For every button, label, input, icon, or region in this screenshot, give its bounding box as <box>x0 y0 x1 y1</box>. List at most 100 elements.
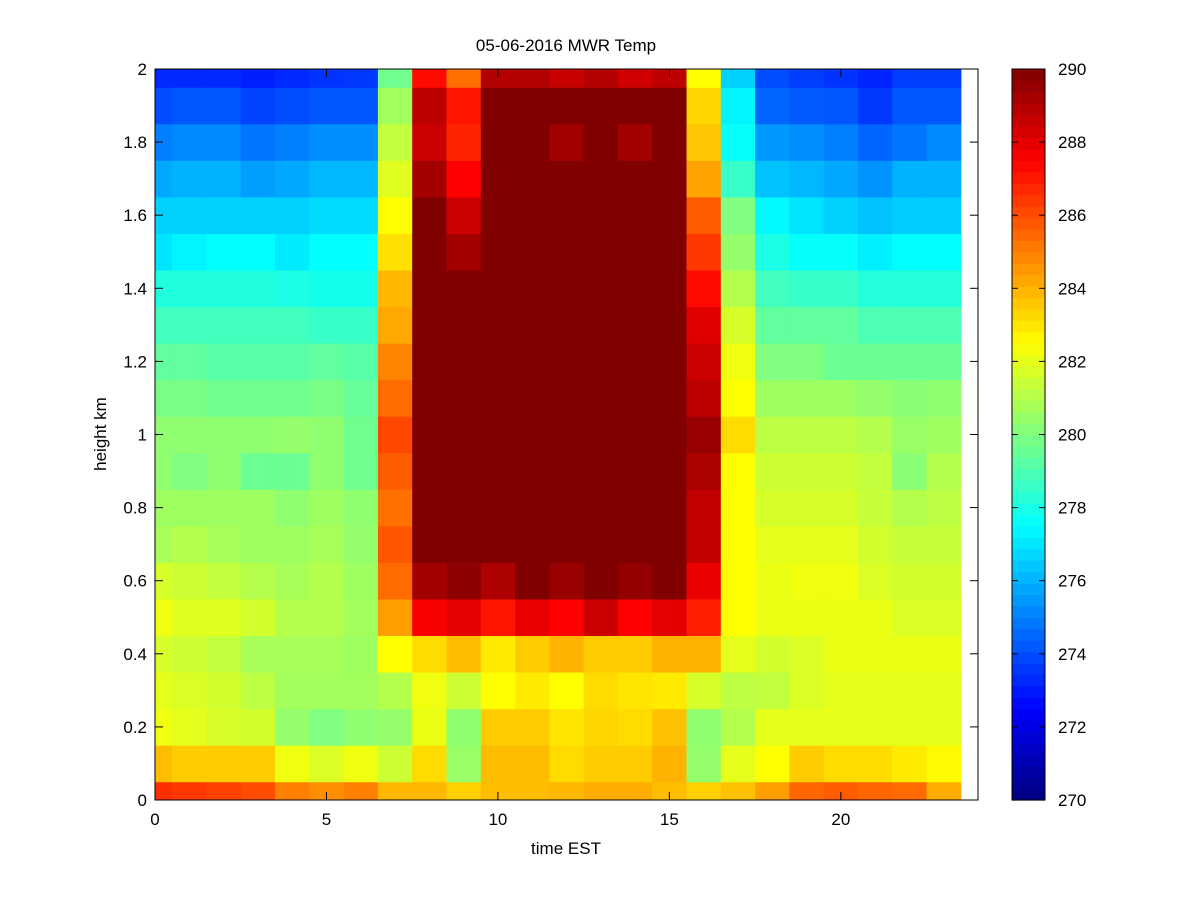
heatmap-cell <box>583 270 619 308</box>
heatmap-cell <box>275 87 310 125</box>
heatmap-cell <box>789 745 825 783</box>
heatmap-cell <box>309 233 345 271</box>
heatmap-cell <box>446 672 482 710</box>
heatmap-cell <box>172 598 207 637</box>
colorbar-swatch <box>1012 480 1045 493</box>
heatmap-cell <box>377 306 413 344</box>
heatmap-cell <box>823 562 859 600</box>
heatmap-cell <box>446 123 482 161</box>
heatmap-cell <box>857 87 893 125</box>
colorbar-swatch <box>1012 434 1045 447</box>
heatmap-cell <box>309 379 345 417</box>
heatmap-cell <box>617 416 653 454</box>
y-tick-label: 1 <box>138 426 147 445</box>
heatmap-cell <box>617 160 653 198</box>
heatmap-cell <box>892 745 928 783</box>
heatmap-cell <box>377 233 413 271</box>
colorbar-swatch <box>1012 708 1045 721</box>
colorbar-swatch <box>1012 343 1045 356</box>
heatmap-cell <box>583 598 619 637</box>
heatmap-cell <box>617 69 653 88</box>
heatmap-cell <box>206 489 242 527</box>
heatmap-cell <box>309 69 345 88</box>
heatmap-cell <box>155 69 173 88</box>
heatmap-cell <box>652 562 688 600</box>
heatmap-cell <box>343 196 379 234</box>
colorbar-tick-label: 282 <box>1058 352 1086 371</box>
colorbar-tick-label: 276 <box>1058 572 1086 591</box>
heatmap-cell <box>275 489 310 527</box>
heatmap-cell <box>617 123 653 161</box>
heatmap-cell <box>343 87 379 125</box>
heatmap-cell <box>412 452 447 490</box>
heatmap-cell <box>823 87 859 125</box>
heatmap-cell <box>857 343 893 381</box>
heatmap-cell <box>686 270 722 308</box>
x-tick-label: 0 <box>150 810 159 829</box>
heatmap-cell <box>755 708 790 746</box>
heatmap-cell <box>789 87 825 125</box>
heatmap-cell <box>857 562 893 600</box>
x-axis: 0 5 10 15 20 <box>150 69 850 829</box>
heatmap-cell <box>823 123 859 161</box>
x-tick-label: 20 <box>831 810 850 829</box>
heatmap-cell <box>617 233 653 271</box>
heatmap-cell <box>309 708 345 746</box>
heatmap-cell <box>789 270 825 308</box>
heatmap-cell <box>857 452 893 490</box>
colorbar-swatch <box>1012 137 1045 150</box>
heatmap-cell <box>446 343 482 381</box>
heatmap-cell <box>617 379 653 417</box>
heatmap-cell <box>549 708 585 746</box>
heatmap-cell <box>583 525 619 563</box>
heatmap-cell <box>755 160 790 198</box>
colorbar-swatch <box>1012 194 1045 207</box>
colorbar-swatch <box>1012 80 1045 93</box>
heatmap-cell <box>275 160 310 198</box>
colorbar-swatch <box>1012 457 1045 470</box>
heatmap-cell <box>755 270 790 308</box>
heatmap-cell <box>720 379 756 417</box>
heatmap-cell <box>583 489 619 527</box>
heatmap-cell <box>480 343 516 381</box>
heatmap-cell <box>240 525 276 563</box>
heatmap-cell <box>275 123 310 161</box>
heatmap-cell <box>206 525 242 563</box>
heatmap-cell <box>240 635 276 673</box>
heatmap-cell <box>240 160 276 198</box>
heatmap-cell <box>172 416 207 454</box>
heatmap-cell <box>446 416 482 454</box>
heatmap-cell <box>789 343 825 381</box>
heatmap-cell <box>240 196 276 234</box>
heatmap-cell <box>155 708 173 746</box>
heatmap-cell <box>309 196 345 234</box>
heatmap-cell <box>343 489 379 527</box>
heatmap-cell <box>720 672 756 710</box>
heatmap-cell <box>823 343 859 381</box>
heatmap-cell <box>652 270 688 308</box>
heatmap-cell <box>377 416 413 454</box>
heatmap-cell <box>412 562 447 600</box>
heatmap-cell <box>617 489 653 527</box>
heatmap-cell <box>172 87 207 125</box>
heatmap-cell <box>652 123 688 161</box>
heatmap-cell <box>172 562 207 600</box>
heatmap-cell <box>412 160 447 198</box>
heatmap-cell <box>412 745 447 783</box>
heatmap-cell <box>155 525 173 563</box>
heatmap-cell <box>275 306 310 344</box>
heatmap-cell <box>155 781 173 801</box>
heatmap-cell <box>206 562 242 600</box>
heatmap-cell <box>583 87 619 125</box>
heatmap-cell <box>275 343 310 381</box>
heatmap-cell <box>155 672 173 710</box>
heatmap-cell <box>275 562 310 600</box>
heatmap-cell <box>309 635 345 673</box>
heatmap-cell <box>789 160 825 198</box>
heatmap-cell <box>309 745 345 783</box>
heatmap-cell <box>617 196 653 234</box>
heatmap-cell <box>755 598 790 637</box>
heatmap-cell <box>549 452 585 490</box>
heatmap-cell <box>446 69 482 88</box>
heatmap-cell <box>155 233 173 271</box>
